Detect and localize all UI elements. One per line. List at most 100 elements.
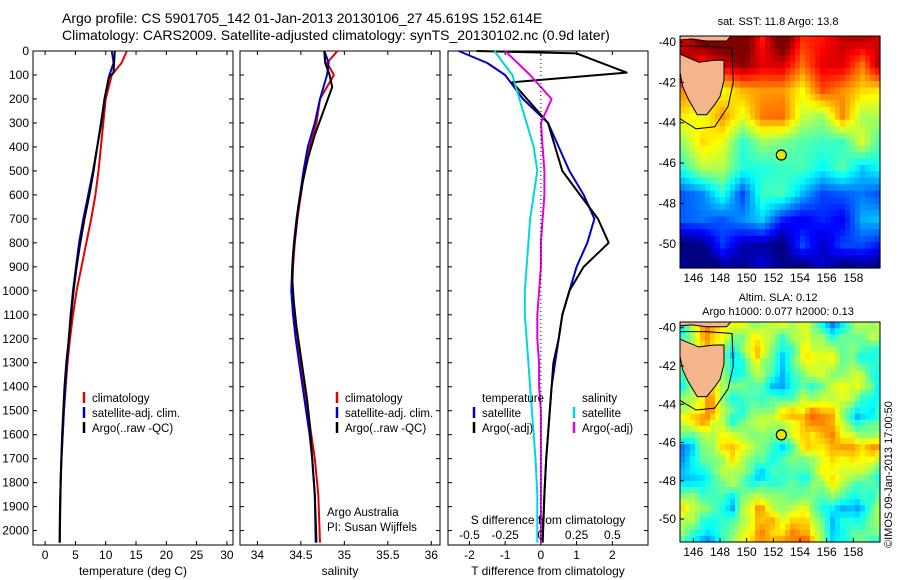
map-cell <box>785 499 791 506</box>
map-cell <box>680 474 686 482</box>
map-cell <box>825 190 831 198</box>
map-cell <box>855 438 861 445</box>
map-cell <box>870 419 876 427</box>
map-cell <box>810 145 816 153</box>
map-cell <box>770 456 776 464</box>
map-cell <box>700 511 706 519</box>
map-cell <box>835 444 841 451</box>
map-cell <box>805 171 811 179</box>
map-cell <box>870 87 876 95</box>
map-cell <box>745 352 751 360</box>
map-cell <box>735 487 741 494</box>
map-cell <box>745 248 751 256</box>
map-cell <box>695 197 701 205</box>
map-cell <box>825 55 831 63</box>
map-cell <box>760 419 766 427</box>
map-cell <box>835 126 841 134</box>
map-cell <box>790 535 796 543</box>
map-cell <box>780 242 786 250</box>
map-cell <box>740 370 746 378</box>
map-cell <box>775 119 781 127</box>
map-cell <box>730 48 736 56</box>
map-cell <box>800 370 806 378</box>
map-cell <box>805 413 811 421</box>
map-cell <box>800 255 806 263</box>
lat-tick-label: -44 <box>659 397 677 411</box>
map-cell <box>805 132 811 140</box>
map-cell <box>770 81 776 89</box>
map-cell <box>690 340 696 348</box>
map-cell <box>720 42 726 50</box>
map-cell <box>870 487 876 494</box>
map-cell <box>750 523 756 531</box>
map-cell <box>825 235 831 243</box>
map-cell <box>685 222 691 230</box>
map-cell <box>775 158 781 166</box>
map-cell <box>810 328 816 335</box>
map-cell <box>815 334 821 341</box>
map-cell <box>800 413 806 421</box>
map-cell <box>710 523 716 531</box>
map-cell <box>835 113 841 121</box>
map-cell <box>835 68 841 76</box>
map-cell <box>785 87 791 95</box>
map-cell <box>740 126 746 134</box>
map-cell <box>750 340 756 348</box>
map-cell <box>755 94 761 102</box>
map-cell <box>870 68 876 76</box>
map-cell <box>770 517 776 525</box>
map-cell <box>745 438 751 445</box>
map-cell <box>820 377 826 384</box>
map-cell <box>690 432 696 439</box>
map-cell <box>735 48 741 56</box>
map-cell <box>875 505 881 513</box>
map-cell <box>860 177 866 185</box>
map-cell <box>865 36 871 44</box>
map-cell <box>840 164 846 172</box>
map-cell <box>850 425 856 433</box>
shelf-contour <box>679 331 734 411</box>
map-cell <box>830 352 836 360</box>
map-cell <box>820 145 826 153</box>
map-cell <box>715 177 721 185</box>
map-cell <box>685 132 691 140</box>
map-cell <box>870 450 876 458</box>
map-cell <box>810 438 816 445</box>
map-cell <box>820 242 826 250</box>
map-cell <box>855 171 861 179</box>
map-cell <box>865 444 871 451</box>
map-cell <box>815 468 821 476</box>
map-cell <box>735 419 741 427</box>
map-cell <box>870 468 876 476</box>
map-cell <box>740 364 746 372</box>
map-cell <box>710 119 716 127</box>
map-cell <box>775 216 781 224</box>
map-cell <box>855 444 861 451</box>
map-cell <box>685 432 691 439</box>
map-cell <box>775 480 781 488</box>
map-cell <box>735 364 741 372</box>
map-cell <box>765 222 771 230</box>
map-cell <box>795 438 801 445</box>
map-cell <box>745 255 751 263</box>
map-cell <box>825 132 831 140</box>
map-cell <box>700 248 706 256</box>
map-cell <box>800 383 806 390</box>
map-cell <box>785 523 791 531</box>
map-cell <box>760 462 766 470</box>
map-cell <box>780 203 786 211</box>
map-cell <box>695 438 701 445</box>
map-cell <box>845 94 851 102</box>
map-cell <box>840 190 846 198</box>
map-cell <box>770 139 776 147</box>
map-cell <box>780 389 786 396</box>
map-cell <box>810 334 816 341</box>
x-tick-label: 0 <box>42 548 49 562</box>
map-cell <box>825 139 831 147</box>
map-cell <box>830 438 836 445</box>
x-tick-label: 35.5 <box>376 548 400 562</box>
map-cell <box>700 235 706 243</box>
map-cell <box>700 145 706 153</box>
map-cell <box>815 413 821 421</box>
map-cell <box>850 94 856 102</box>
